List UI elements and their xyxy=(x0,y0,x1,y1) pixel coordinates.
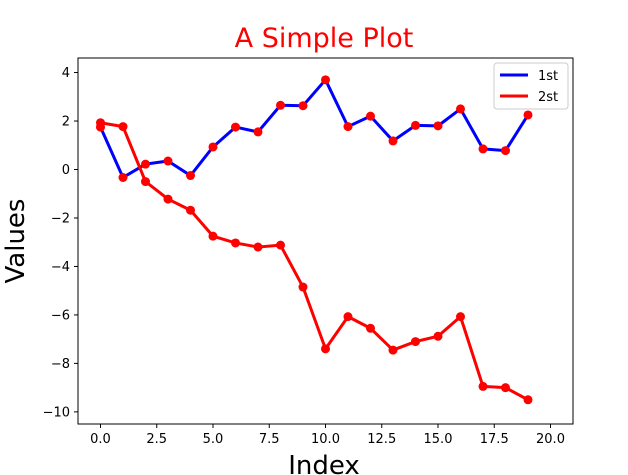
x-tick-label: 12.5 xyxy=(367,432,396,447)
x-tick-label: 5.0 xyxy=(203,432,224,447)
plot-markers xyxy=(96,75,533,405)
x-tick-label: 20.0 xyxy=(536,432,565,447)
data-point-2st xyxy=(433,331,443,341)
data-point-2st xyxy=(118,122,128,132)
data-point-2st xyxy=(298,282,308,292)
data-point-2st xyxy=(163,194,173,204)
data-point-1st xyxy=(433,121,443,131)
data-point-1st xyxy=(321,75,330,85)
legend-label-1st: 1st xyxy=(538,69,558,84)
data-point-1st xyxy=(478,144,488,154)
y-axis: −10 −8 −6 −4 −2 0 2 4 xyxy=(43,66,78,420)
x-tick-label: 10.0 xyxy=(311,432,340,447)
data-point-2st xyxy=(96,118,105,128)
y-tick-label: −4 xyxy=(51,260,70,275)
chart-title: A Simple Plot xyxy=(235,23,414,54)
data-point-1st xyxy=(276,100,285,110)
data-point-2st xyxy=(343,312,353,322)
data-point-2st xyxy=(231,238,240,248)
y-tick-label: −10 xyxy=(43,405,70,420)
data-point-2st xyxy=(141,177,150,187)
data-point-1st xyxy=(501,146,510,156)
data-point-2st xyxy=(276,240,285,250)
data-point-1st xyxy=(411,120,420,130)
legend-label-2st: 2st xyxy=(538,90,558,105)
data-point-1st xyxy=(523,110,533,120)
x-tick-label: 15.0 xyxy=(424,432,453,447)
data-point-2st xyxy=(321,344,330,354)
data-point-2st xyxy=(186,205,195,215)
x-tick-label: 7.5 xyxy=(259,432,280,447)
legend: 1st 2st xyxy=(493,62,569,110)
x-axis-label: Index xyxy=(288,451,360,475)
y-axis-label: Values xyxy=(1,199,31,284)
data-point-1st xyxy=(366,111,375,121)
data-point-2st xyxy=(366,323,375,333)
x-tick-label: 0.0 xyxy=(90,432,111,447)
data-point-2st xyxy=(388,345,398,355)
data-point-2st xyxy=(478,381,488,391)
y-tick-label: 2 xyxy=(62,115,70,130)
data-point-2st xyxy=(253,242,263,252)
data-point-2st xyxy=(411,337,420,347)
data-point-1st xyxy=(388,136,398,146)
x-tick-label: 2.5 xyxy=(146,432,167,447)
data-point-1st xyxy=(186,171,195,181)
data-point-1st xyxy=(253,127,263,137)
data-point-2st xyxy=(501,383,510,393)
data-point-1st xyxy=(118,172,128,182)
y-tick-label: 4 xyxy=(62,66,70,81)
y-tick-label: 0 xyxy=(62,163,70,178)
x-axis: 0.0 2.5 5.0 7.5 10.0 12.5 15.0 17.5 20.0 xyxy=(90,424,565,447)
data-point-1st xyxy=(456,104,465,114)
data-point-1st xyxy=(231,122,240,132)
data-point-1st xyxy=(298,101,308,111)
data-point-1st xyxy=(343,122,353,132)
x-tick-label: 17.5 xyxy=(480,432,509,447)
data-point-2st xyxy=(208,231,218,241)
data-point-2st xyxy=(456,312,465,322)
data-point-2st xyxy=(523,395,533,405)
y-tick-label: −8 xyxy=(51,357,70,372)
y-tick-label: −6 xyxy=(51,308,70,323)
data-point-1st xyxy=(141,159,150,169)
y-tick-label: −2 xyxy=(51,211,70,226)
data-point-1st xyxy=(208,142,218,152)
data-point-1st xyxy=(163,156,173,166)
